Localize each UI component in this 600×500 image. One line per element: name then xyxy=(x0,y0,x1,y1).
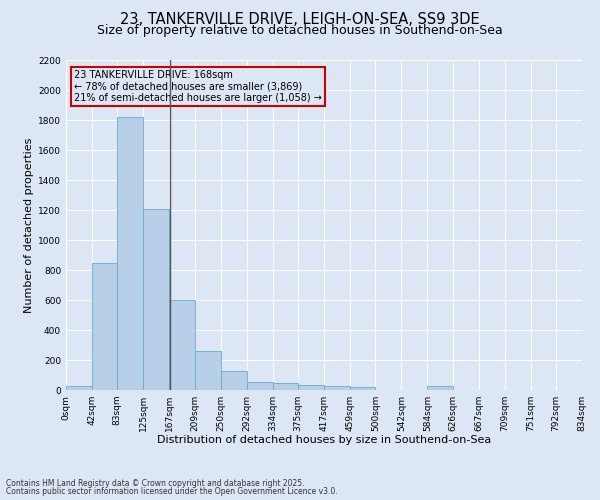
Text: Contains HM Land Registry data © Crown copyright and database right 2025.: Contains HM Land Registry data © Crown c… xyxy=(6,478,305,488)
Bar xyxy=(298,385,324,390)
Bar xyxy=(350,387,376,390)
Bar xyxy=(221,370,247,390)
Bar xyxy=(169,300,196,390)
Text: Contains public sector information licensed under the Open Government Licence v3: Contains public sector information licen… xyxy=(6,487,338,496)
Bar xyxy=(427,386,454,390)
Bar xyxy=(324,386,350,390)
Bar xyxy=(247,382,272,390)
Bar xyxy=(196,351,221,390)
Bar xyxy=(92,262,118,390)
Text: Size of property relative to detached houses in Southend-on-Sea: Size of property relative to detached ho… xyxy=(97,24,503,37)
Bar xyxy=(66,386,92,390)
X-axis label: Distribution of detached houses by size in Southend-on-Sea: Distribution of detached houses by size … xyxy=(157,436,491,446)
Bar xyxy=(143,208,169,390)
Text: 23 TANKERVILLE DRIVE: 168sqm
← 78% of detached houses are smaller (3,869)
21% of: 23 TANKERVILLE DRIVE: 168sqm ← 78% of de… xyxy=(74,70,322,103)
Y-axis label: Number of detached properties: Number of detached properties xyxy=(24,138,34,312)
Bar xyxy=(272,383,298,390)
Bar xyxy=(118,117,143,390)
Text: 23, TANKERVILLE DRIVE, LEIGH-ON-SEA, SS9 3DE: 23, TANKERVILLE DRIVE, LEIGH-ON-SEA, SS9… xyxy=(120,12,480,28)
